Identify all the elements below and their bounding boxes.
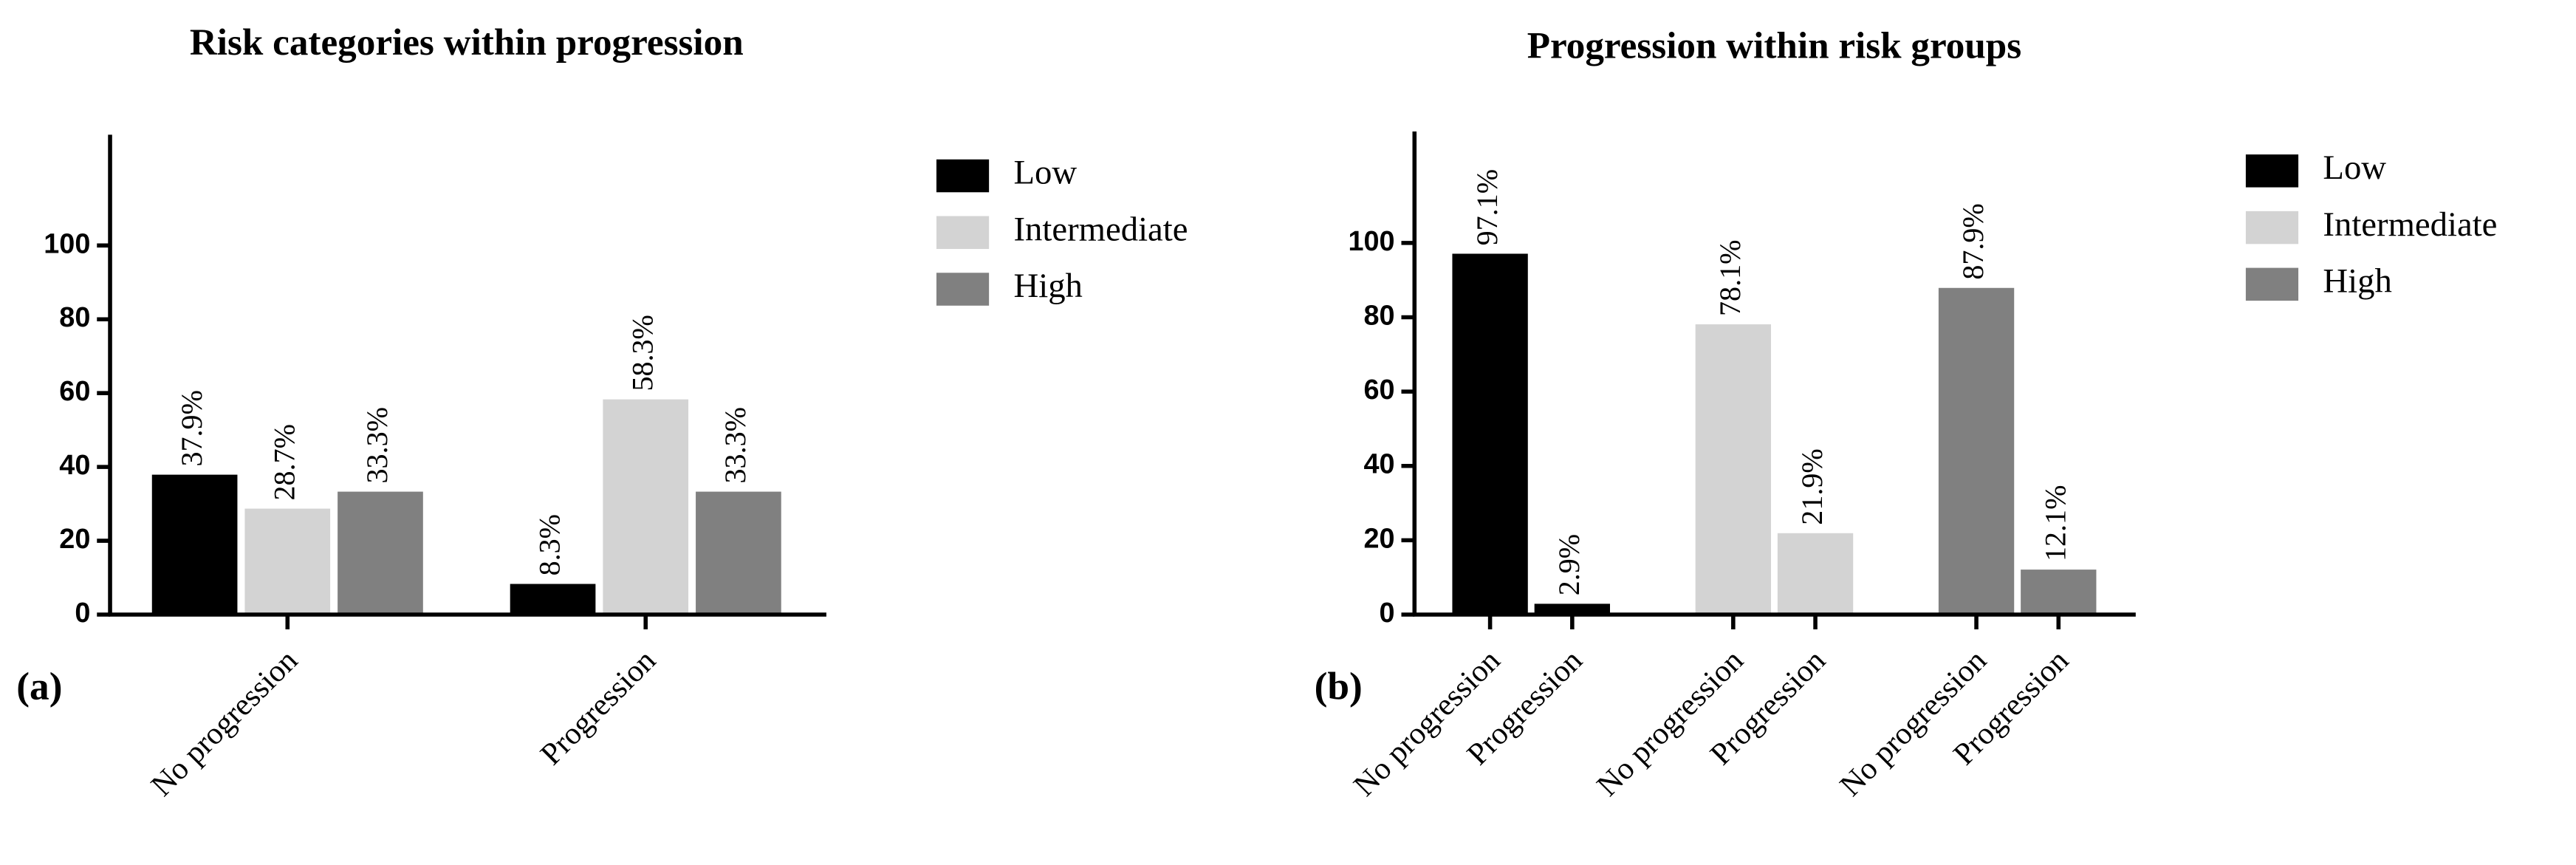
- x-tick-label: No progression: [144, 643, 304, 804]
- value-label: 28.7%: [267, 424, 301, 500]
- x-tick-label: No progression: [1590, 643, 1750, 804]
- bar: [1452, 253, 1528, 615]
- y-tick-label: 20: [1364, 523, 1395, 554]
- legend-swatch: [2245, 154, 2299, 188]
- value-label: 12.1%: [2038, 485, 2072, 561]
- value-label: 58.3%: [626, 315, 659, 391]
- bar: [1777, 533, 1854, 615]
- value-label: 33.3%: [360, 407, 394, 483]
- value-label: 97.1%: [1470, 169, 1504, 245]
- y-tick-label: 40: [59, 450, 90, 481]
- y-tick-label: 100: [44, 228, 90, 259]
- y-tick-label: 60: [1364, 375, 1395, 406]
- legend-swatch: [936, 216, 990, 250]
- legend-label: Low: [1014, 154, 1078, 192]
- panel-label: (a): [16, 664, 62, 708]
- x-tick-label: No progression: [1833, 643, 1993, 804]
- bar: [2021, 570, 2097, 615]
- value-label: 8.3%: [533, 514, 566, 575]
- y-tick-label: 20: [59, 524, 90, 555]
- bar: [1695, 324, 1771, 615]
- legend-label: Intermediate: [2323, 205, 2497, 244]
- bar: [151, 474, 238, 615]
- value-label: 87.9%: [1956, 203, 1990, 279]
- y-tick-label: 80: [1364, 300, 1395, 331]
- chart-title: Risk categories within progression: [190, 21, 744, 64]
- bar: [510, 584, 596, 615]
- legend-label: High: [2323, 262, 2391, 301]
- value-label: 78.1%: [1713, 240, 1747, 316]
- bar: [1534, 604, 1610, 615]
- bar: [696, 491, 781, 615]
- legend-label: Intermediate: [1014, 210, 1188, 248]
- bar: [338, 491, 423, 615]
- y-tick-label: 40: [1364, 449, 1395, 480]
- bar: [603, 399, 689, 615]
- value-label: 33.3%: [719, 407, 752, 483]
- bar: [1938, 287, 2015, 615]
- legend-swatch: [936, 159, 990, 193]
- legend-swatch: [2245, 267, 2299, 301]
- value-label: 21.9%: [1795, 448, 1829, 524]
- value-label: 37.9%: [175, 390, 208, 466]
- chart-title: Progression within risk groups: [1527, 24, 2021, 66]
- y-tick-label: 60: [59, 376, 90, 407]
- bar: [244, 508, 331, 615]
- legend-swatch: [936, 273, 990, 306]
- x-tick-label: No progression: [1347, 643, 1507, 804]
- legend-swatch: [2245, 211, 2299, 245]
- value-label: 2.9%: [1552, 534, 1586, 595]
- legend-label: High: [1014, 267, 1083, 305]
- y-tick-label: 100: [1349, 226, 1395, 257]
- y-tick-label: 0: [1380, 598, 1395, 629]
- x-tick-label: Progression: [534, 643, 662, 772]
- panel-label: (b): [1315, 664, 1363, 708]
- y-tick-label: 0: [75, 598, 90, 629]
- legend-label: Low: [2323, 148, 2386, 187]
- y-tick-label: 80: [59, 302, 90, 333]
